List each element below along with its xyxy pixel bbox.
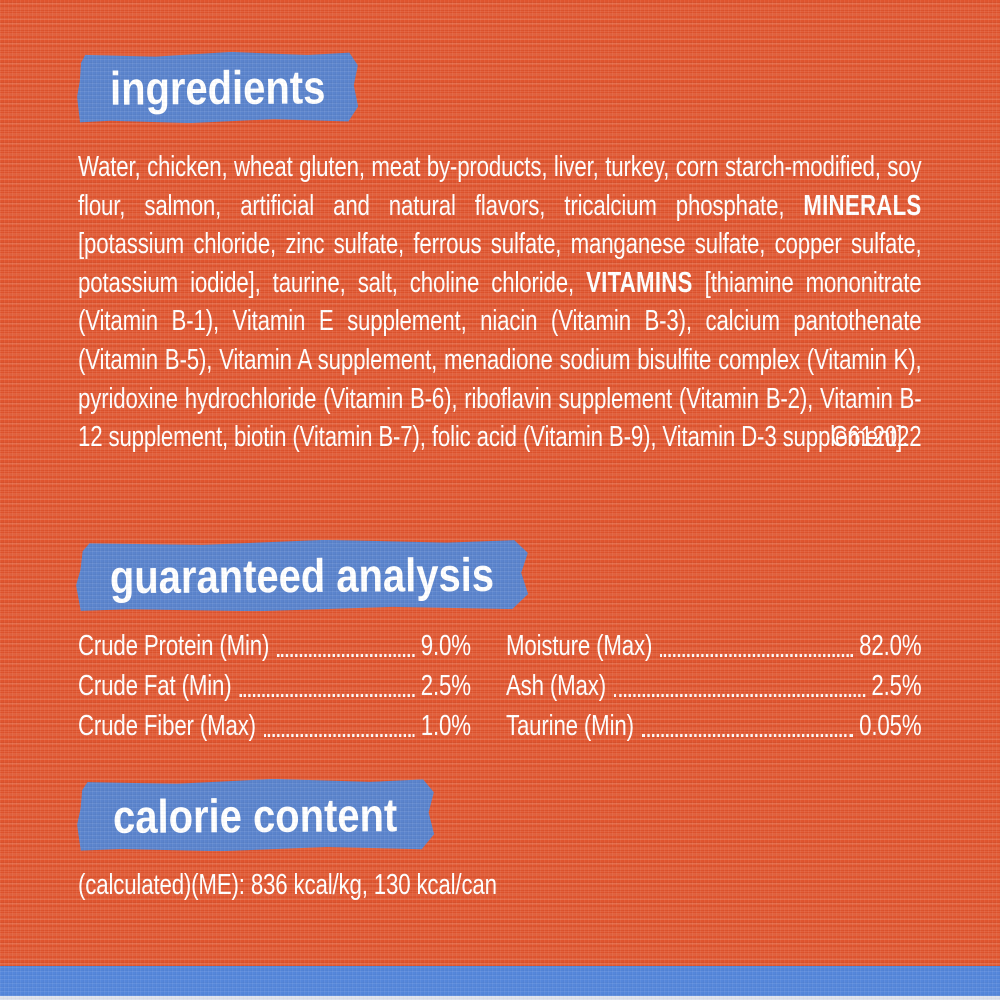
dot-leader	[641, 734, 853, 737]
minerals-label: MINERALS	[803, 189, 922, 222]
ingredients-paragraph: Water, chicken, wheat gluten, meat by-pr…	[78, 148, 922, 457]
analysis-value: 0.05%	[859, 710, 922, 742]
analysis-label: Moisture (Max)	[505, 630, 653, 662]
analysis-value: 9.0%	[420, 630, 471, 662]
analysis-label: Crude Fat (Min)	[78, 670, 232, 702]
dot-leader	[613, 694, 866, 697]
guaranteed-analysis-heading: guaranteed analysis	[109, 547, 495, 604]
analysis-value: 1.0%	[420, 710, 471, 742]
analysis-row-moisture: Moisture (Max) 82.0%	[505, 626, 922, 666]
analysis-row-ash: Ash (Max) 2.5%	[505, 666, 922, 706]
analysis-label: Ash (Max)	[505, 670, 607, 702]
dot-leader	[660, 654, 853, 657]
calorie-content-heading: calorie content	[113, 787, 398, 843]
analysis-row-crude-protein: Crude Protein (Min) 9.0%	[78, 626, 471, 666]
calorie-content-banner: calorie content	[77, 778, 434, 852]
guaranteed-analysis-section: Crude Protein (Min) 9.0% Crude Fat (Min)…	[78, 626, 922, 746]
analysis-left-column: Crude Protein (Min) 9.0% Crude Fat (Min)…	[78, 626, 471, 746]
analysis-right-column: Moisture (Max) 82.0% Ash (Max) 2.5% Taur…	[505, 626, 922, 746]
ingredients-text-segment: [potassium chloride, zinc sulfate, ferro…	[78, 228, 922, 299]
guaranteed-analysis-banner: guaranteed analysis	[76, 539, 528, 613]
analysis-row-crude-fat: Crude Fat (Min) 2.5%	[78, 666, 471, 706]
ingredients-text-segment: Water, chicken, wheat gluten, meat by-pr…	[78, 151, 922, 222]
footer-bar	[0, 966, 1000, 996]
analysis-label: Taurine (Min)	[505, 710, 634, 742]
analysis-value: 82.0%	[859, 630, 922, 662]
analysis-value: 2.5%	[420, 670, 471, 702]
dot-leader	[263, 734, 415, 737]
dot-leader	[239, 694, 415, 697]
product-code: G612022	[830, 421, 922, 454]
ingredients-banner: ingredients	[77, 51, 358, 124]
ingredients-section: Water, chicken, wheat gluten, meat by-pr…	[78, 148, 922, 457]
dot-leader	[277, 654, 415, 657]
analysis-label: Crude Fiber (Max)	[78, 710, 256, 742]
ingredients-text-segment: [thiamine mononitrate (Vitamin B-1), Vit…	[78, 266, 922, 454]
page-bottom-edge	[0, 996, 1000, 1000]
analysis-value: 2.5%	[871, 670, 922, 702]
calorie-content-section: (calculated)(ME): 836 kcal/kg, 130 kcal/…	[78, 866, 922, 905]
vitamins-label: VITAMINS	[586, 266, 693, 299]
guaranteed-analysis-table: Crude Protein (Min) 9.0% Crude Fat (Min)…	[78, 626, 922, 746]
calorie-content-text: (calculated)(ME): 836 kcal/kg, 130 kcal/…	[78, 869, 497, 901]
analysis-row-crude-fiber: Crude Fiber (Max) 1.0%	[78, 706, 471, 746]
analysis-label: Crude Protein (Min)	[78, 630, 270, 662]
analysis-row-taurine: Taurine (Min) 0.05%	[505, 706, 922, 746]
ingredients-heading: ingredients	[109, 60, 326, 115]
